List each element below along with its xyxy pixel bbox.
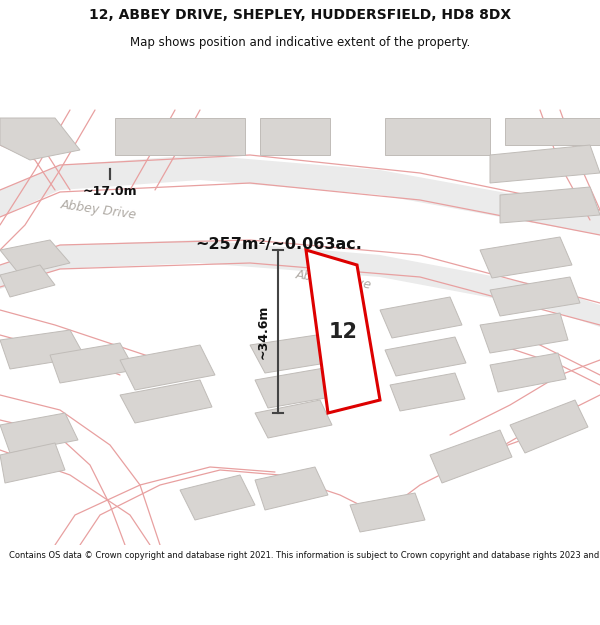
Text: Abbey Drive: Abbey Drive — [60, 198, 138, 222]
Text: Map shows position and indicative extent of the property.: Map shows position and indicative extent… — [130, 36, 470, 49]
Polygon shape — [120, 380, 212, 423]
Polygon shape — [505, 118, 600, 145]
Polygon shape — [430, 430, 512, 483]
Polygon shape — [510, 400, 588, 453]
Polygon shape — [255, 367, 343, 408]
Polygon shape — [0, 413, 78, 453]
Text: ~257m²/~0.063ac.: ~257m²/~0.063ac. — [195, 238, 362, 252]
Polygon shape — [0, 155, 600, 235]
Polygon shape — [260, 118, 330, 155]
Polygon shape — [390, 373, 465, 411]
Polygon shape — [350, 493, 425, 532]
Polygon shape — [0, 443, 65, 483]
Polygon shape — [255, 467, 328, 510]
Polygon shape — [255, 400, 332, 438]
Text: ~34.6m: ~34.6m — [257, 304, 270, 359]
Polygon shape — [306, 250, 380, 413]
Polygon shape — [500, 187, 600, 223]
Polygon shape — [490, 145, 600, 183]
Text: 12: 12 — [328, 322, 357, 342]
Polygon shape — [180, 475, 255, 520]
Polygon shape — [50, 343, 135, 383]
Text: Contains OS data © Crown copyright and database right 2021. This information is : Contains OS data © Crown copyright and d… — [9, 551, 600, 561]
Polygon shape — [120, 345, 215, 390]
Polygon shape — [385, 337, 466, 376]
Polygon shape — [480, 313, 568, 353]
Polygon shape — [490, 277, 580, 316]
Polygon shape — [0, 240, 600, 327]
Polygon shape — [115, 118, 245, 155]
Polygon shape — [0, 240, 70, 275]
Polygon shape — [0, 330, 85, 369]
Text: ~17.0m: ~17.0m — [83, 186, 137, 199]
Text: Abbey Drive: Abbey Drive — [295, 268, 373, 292]
Polygon shape — [480, 237, 572, 278]
Polygon shape — [380, 297, 462, 338]
Polygon shape — [0, 265, 55, 297]
Polygon shape — [250, 333, 345, 373]
Polygon shape — [490, 353, 566, 392]
Polygon shape — [0, 118, 80, 160]
Text: 12, ABBEY DRIVE, SHEPLEY, HUDDERSFIELD, HD8 8DX: 12, ABBEY DRIVE, SHEPLEY, HUDDERSFIELD, … — [89, 8, 511, 22]
Polygon shape — [385, 118, 490, 155]
